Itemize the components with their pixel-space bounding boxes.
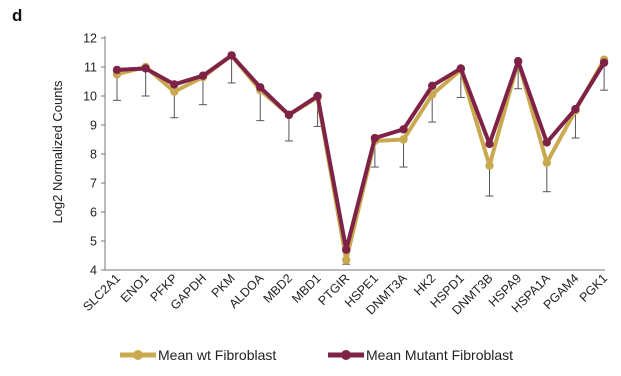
data-point	[112, 65, 122, 75]
data-point	[342, 245, 351, 254]
data-point	[198, 71, 208, 80]
y-tick-label: 10	[83, 90, 97, 104]
y-tick-label: 11	[84, 61, 97, 75]
data-point	[170, 87, 179, 96]
data-point	[141, 64, 150, 73]
y-tick-labels: 4 5 6 7 8 9 10 11 12	[83, 32, 97, 278]
data-point	[542, 138, 551, 147]
series-line-1	[116, 53, 606, 252]
x-tick-label: PGK1	[577, 271, 611, 305]
y-tick-label: 5	[90, 235, 97, 249]
data-point	[256, 83, 265, 92]
data-point	[485, 161, 494, 170]
data-point	[313, 91, 322, 101]
y-tick-label: 7	[90, 177, 97, 191]
data-point	[284, 110, 294, 120]
y-tick-label: 4	[90, 264, 97, 278]
x-tick-label: ENO1	[118, 271, 152, 305]
chart-axes	[101, 36, 605, 271]
x-tick-label: MBD2	[261, 271, 295, 305]
legend: Mean wt Fibroblast Mean Mutant Fibroblast	[120, 347, 513, 363]
x-tick-label: SLC2A1	[80, 271, 123, 314]
legend-label: Mean wt Fibroblast	[158, 347, 276, 363]
data-point	[571, 104, 580, 114]
data-point	[513, 57, 523, 66]
data-point	[370, 133, 380, 143]
data-point	[427, 81, 437, 91]
data-point	[542, 158, 551, 167]
series-line-0	[116, 53, 606, 262]
data-point	[170, 80, 179, 89]
data-point	[399, 125, 408, 134]
panel-label: d	[12, 6, 23, 25]
y-tick-label: 8	[90, 148, 97, 162]
y-tick-label: 12	[83, 32, 97, 46]
data-point	[485, 139, 494, 149]
data-point	[227, 51, 236, 60]
y-tick-label: 6	[90, 206, 97, 220]
data-point	[599, 58, 609, 67]
data-point	[456, 64, 466, 73]
y-axis-label: Log2 Normalized Counts	[50, 80, 65, 224]
series-lines	[112, 51, 609, 265]
legend-marker	[341, 350, 351, 360]
data-point	[399, 135, 408, 144]
data-point	[342, 255, 351, 265]
legend-marker	[133, 350, 143, 360]
legend-label: Mean Mutant Fibroblast	[366, 347, 513, 363]
y-tick-label: 9	[90, 119, 97, 133]
